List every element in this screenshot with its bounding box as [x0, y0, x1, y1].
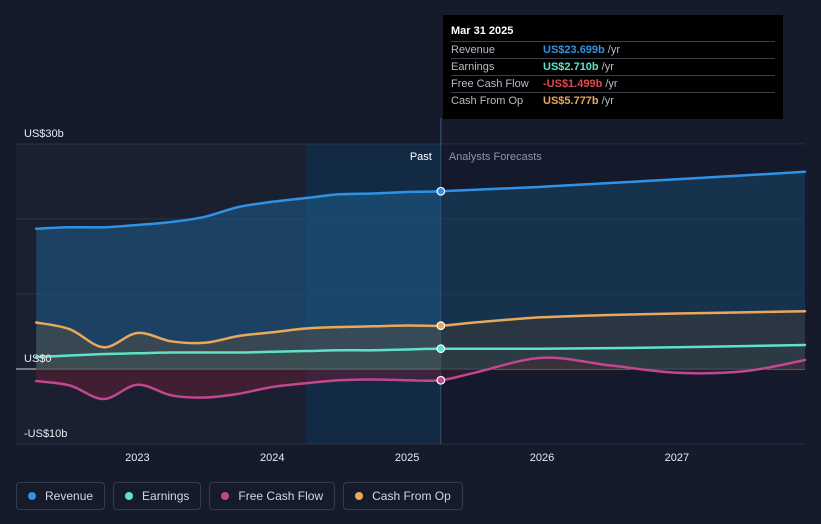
y-tick-label: -US$10b: [24, 428, 67, 440]
x-tick-label: 2025: [395, 452, 419, 464]
area-cash-from-op: [36, 311, 805, 369]
x-tick-label: 2023: [125, 452, 149, 464]
tooltip-row-label: Cash From Op: [451, 95, 524, 107]
legend: Revenue Earnings Free Cash Flow Cash From O…: [16, 482, 463, 512]
legend-dot-icon: [221, 492, 230, 500]
tooltip-row-label: Revenue: [451, 44, 496, 56]
tooltip-row: Revenue US$23.699b/yr: [451, 41, 775, 58]
tooltip: Mar 31 2025 Revenue US$23.699b/yr Earnings…: [443, 15, 783, 119]
legend-label: Revenue: [45, 489, 94, 503]
legend-item-cash-from-op[interactable]: Cash From Op: [343, 482, 463, 510]
legend-item-earnings[interactable]: Earnings: [113, 482, 202, 510]
area-revenue: [36, 171, 805, 369]
marker-earnings: [436, 344, 446, 354]
tooltip-row-unit: /yr: [607, 44, 620, 56]
legend-item-free-cash-flow[interactable]: Free Cash Flow: [209, 482, 336, 510]
legend-label: Free Cash Flow: [238, 489, 324, 503]
tooltip-row-value: US$5.777b: [543, 95, 599, 107]
tooltip-row-unit: /yr: [601, 61, 614, 73]
legend-dot-icon: [28, 492, 36, 500]
x-tick-label: 2024: [260, 452, 284, 464]
tooltip-row: Earnings US$2.710b/yr: [451, 58, 775, 75]
area-free-cash-flow: [36, 357, 805, 400]
legend-dot-icon: [125, 492, 134, 500]
tooltip-row: Free Cash Flow -US$1.499b/yr: [451, 75, 775, 92]
marker-cash-from-op: [436, 321, 446, 331]
tooltip-row-unit: /yr: [601, 95, 614, 107]
tooltip-row: Cash From Op US$5.777b/yr: [451, 92, 775, 109]
tooltip-row-unit: /yr: [605, 78, 618, 90]
line-cash-from-op: [34, 310, 807, 349]
x-tick-label: 2027: [665, 452, 689, 464]
y-tick-label: US$30b: [24, 128, 64, 140]
marker-revenue: [436, 186, 446, 196]
line-free-cash-flow: [34, 356, 807, 401]
tooltip-row-label: Free Cash Flow: [451, 78, 529, 90]
legend-label: Earnings: [142, 489, 190, 503]
y-tick-label: US$0: [24, 353, 52, 365]
x-tick-label: 2026: [530, 452, 554, 464]
legend-label: Cash From Op: [372, 489, 451, 503]
past-label: Past: [410, 151, 432, 163]
legend-item-revenue[interactable]: Revenue: [16, 482, 106, 510]
tooltip-row-value: -US$1.499b: [543, 78, 603, 90]
tooltip-date: Mar 31 2025: [451, 25, 514, 37]
tooltip-row-label: Earnings: [451, 61, 495, 73]
area-earnings: [36, 345, 805, 369]
legend-dot-icon: [355, 492, 364, 500]
line-earnings: [34, 343, 807, 359]
forecast-overlay: [440, 144, 805, 444]
line-revenue: [34, 170, 807, 231]
tooltip-row-value: US$23.699b: [543, 44, 605, 56]
forecast-label: Analysts Forecasts: [449, 151, 542, 163]
tooltip-row-value: US$2.710b: [543, 61, 599, 73]
marker-free-cash-flow: [436, 375, 446, 385]
